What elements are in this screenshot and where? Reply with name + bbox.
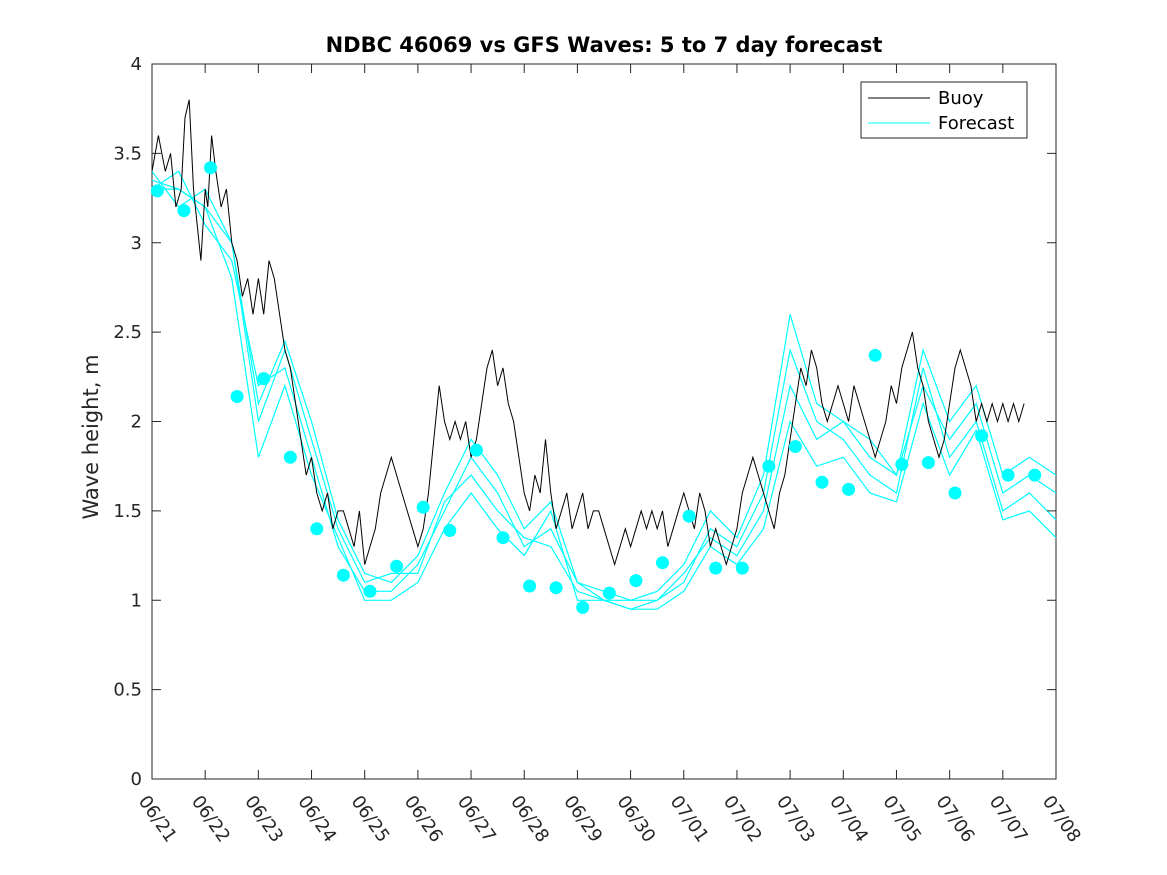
chart-title: NDBC 46069 vs GFS Waves: 5 to 7 day fore… bbox=[326, 33, 883, 57]
forecast-markers bbox=[150, 161, 1042, 614]
forecast-marker bbox=[709, 561, 723, 575]
y-tick-label: 2 bbox=[131, 412, 142, 433]
y-tick-label: 3.5 bbox=[113, 143, 142, 164]
forecast-marker bbox=[1028, 468, 1042, 482]
forecast-marker bbox=[921, 456, 935, 470]
forecast-marker bbox=[682, 509, 696, 523]
forecast-marker bbox=[177, 204, 191, 218]
y-tick-label: 4 bbox=[131, 54, 142, 75]
forecast-marker bbox=[443, 524, 457, 537]
y-axis-label: Wave height, m bbox=[79, 354, 103, 519]
legend-box bbox=[860, 81, 1028, 139]
forecast-marker bbox=[523, 579, 537, 593]
y-tick-label: 3 bbox=[131, 233, 142, 254]
forecast-marker bbox=[788, 440, 802, 453]
forecast-marker bbox=[975, 429, 989, 443]
forecast-marker bbox=[895, 457, 909, 471]
forecast-marker bbox=[150, 184, 164, 198]
y-tick-label: 1 bbox=[131, 590, 142, 611]
forecast-marker bbox=[629, 574, 643, 588]
forecast-marker bbox=[390, 559, 404, 573]
forecast-marker bbox=[310, 522, 324, 536]
plot-area bbox=[151, 63, 1057, 780]
y-tick-label: 2.5 bbox=[113, 322, 142, 343]
forecast-marker bbox=[549, 581, 563, 595]
y-axis: 0 0.5 1 1.5 2 2.5 3 3.5 4 bbox=[113, 54, 1056, 790]
forecast-marker bbox=[1001, 468, 1015, 482]
forecast-marker bbox=[336, 568, 350, 582]
forecast-marker bbox=[283, 450, 297, 464]
forecast-marker bbox=[948, 486, 962, 500]
forecast-marker bbox=[602, 586, 616, 600]
forecast-marker bbox=[257, 372, 271, 386]
forecast-marker bbox=[842, 482, 856, 496]
legend-buoy-label: Buoy bbox=[938, 88, 984, 109]
y-tick-label: 0 bbox=[131, 769, 142, 790]
forecast-marker bbox=[735, 561, 749, 575]
y-tick-label: 1.5 bbox=[113, 501, 142, 522]
forecast-marker bbox=[204, 161, 217, 175]
legend-forecast-label: Forecast bbox=[938, 113, 1014, 134]
forecast-marker bbox=[230, 390, 244, 403]
buoy-line bbox=[151, 99, 1025, 567]
forecast-marker bbox=[469, 443, 483, 457]
forecast-marker bbox=[762, 459, 776, 473]
forecast-marker bbox=[576, 600, 590, 614]
forecast-marker bbox=[416, 500, 430, 514]
forecast-marker bbox=[815, 475, 829, 489]
forecast-marker bbox=[496, 531, 510, 545]
forecast-marker bbox=[656, 556, 669, 570]
forecast-marker bbox=[363, 584, 377, 598]
y-tick-label: 0.5 bbox=[113, 680, 142, 701]
buoy-series bbox=[151, 99, 1025, 567]
forecast-marker bbox=[868, 348, 882, 362]
legend: Buoy Forecast bbox=[860, 81, 1028, 139]
